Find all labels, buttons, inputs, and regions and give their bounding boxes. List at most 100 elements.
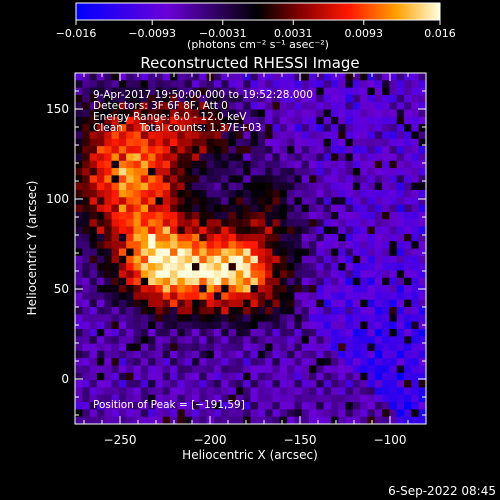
heatmap-cell bbox=[111, 263, 120, 271]
heatmap-cell bbox=[82, 233, 90, 242]
heatmap-cell bbox=[104, 277, 112, 286]
heatmap-cell bbox=[411, 328, 419, 337]
heatmap-cell bbox=[82, 190, 90, 198]
heatmap-cell bbox=[367, 270, 376, 279]
heatmap-cell bbox=[148, 241, 156, 249]
heatmap-cell bbox=[323, 270, 332, 279]
heatmap-cell bbox=[404, 358, 412, 366]
heatmap-cell bbox=[192, 175, 200, 183]
heatmap-cell bbox=[148, 175, 156, 183]
heatmap-cell bbox=[250, 233, 259, 242]
heatmap-cell bbox=[257, 358, 266, 366]
heatmap-cell bbox=[418, 204, 426, 213]
heatmap-cell bbox=[75, 394, 83, 403]
heatmap-cell bbox=[316, 416, 324, 424]
heatmap-cell bbox=[257, 73, 266, 81]
heatmap-cell bbox=[213, 146, 222, 154]
heatmap-cell bbox=[404, 402, 412, 410]
heatmap-cell bbox=[228, 336, 237, 344]
heatmap-cell bbox=[118, 365, 127, 374]
heatmap-cell bbox=[96, 409, 105, 417]
heatmap-cell bbox=[294, 190, 302, 198]
heatmap-cell bbox=[272, 94, 281, 103]
heatmap-cell bbox=[374, 285, 383, 293]
heatmap-cell bbox=[162, 387, 171, 396]
heatmap-cell bbox=[338, 160, 346, 169]
heatmap-cell bbox=[104, 387, 112, 396]
heatmap-cell bbox=[309, 124, 317, 132]
heatmap-cell bbox=[82, 409, 90, 417]
heatmap-cell bbox=[213, 328, 222, 337]
heatmap-cell bbox=[221, 409, 229, 417]
heatmap-cell bbox=[301, 263, 310, 271]
heatmap-cell bbox=[243, 102, 251, 110]
heatmap-cell bbox=[367, 138, 376, 147]
heatmap-cell bbox=[330, 124, 339, 132]
heatmap-cell bbox=[170, 409, 178, 417]
heatmap-cell bbox=[235, 241, 244, 249]
heatmap-cell bbox=[316, 146, 324, 154]
heatmap-cell bbox=[243, 365, 251, 374]
heatmap-cell bbox=[257, 138, 266, 147]
heatmap-cell bbox=[360, 263, 368, 271]
heatmap-cell bbox=[221, 321, 229, 330]
heatmap-cell bbox=[338, 109, 346, 118]
heatmap-cell bbox=[294, 255, 302, 264]
heatmap-cell bbox=[82, 270, 90, 279]
heatmap-cell bbox=[192, 211, 200, 220]
heatmap-cell bbox=[418, 372, 426, 381]
heatmap-cell bbox=[265, 233, 273, 242]
heatmap-cell bbox=[243, 87, 251, 96]
heatmap-cell bbox=[111, 124, 120, 132]
heatmap-cell bbox=[184, 248, 193, 257]
heatmap-cell bbox=[96, 204, 105, 213]
heatmap-cell bbox=[148, 307, 156, 315]
heatmap-cell bbox=[294, 292, 302, 300]
heatmap-cell bbox=[411, 350, 419, 359]
heatmap-cell bbox=[301, 138, 310, 147]
heatmap-cell bbox=[396, 116, 405, 125]
heatmap-cell bbox=[104, 131, 112, 140]
heatmap-cell bbox=[213, 314, 222, 322]
heatmap-cell bbox=[330, 350, 339, 359]
heatmap-cell bbox=[133, 211, 142, 220]
heatmap-cell bbox=[126, 80, 134, 88]
heatmap-cell bbox=[389, 160, 398, 169]
heatmap-cell bbox=[192, 160, 200, 169]
heatmap-cell bbox=[374, 343, 383, 352]
heatmap-cell bbox=[265, 138, 273, 147]
heatmap-cell bbox=[155, 321, 164, 330]
heatmap-cell bbox=[272, 328, 281, 337]
heatmap-cell bbox=[360, 380, 368, 388]
heatmap-cell bbox=[301, 80, 310, 88]
colorbar-ticks: −0.016 −0.0093 −0.0031 0.0031 0.0093 0.016 bbox=[56, 20, 456, 40]
heatmap-cell bbox=[265, 94, 273, 103]
heatmap-cell bbox=[301, 307, 310, 315]
heatmap-cell bbox=[199, 321, 207, 330]
heatmap-cell bbox=[118, 146, 127, 154]
heatmap-cell bbox=[118, 263, 127, 271]
heatmap-cell bbox=[235, 138, 244, 147]
heatmap-cell bbox=[162, 73, 171, 81]
heatmap-cell bbox=[272, 380, 281, 388]
heatmap-cell bbox=[330, 94, 339, 103]
heatmap-cell bbox=[155, 131, 164, 140]
heatmap-cell bbox=[213, 263, 222, 271]
heatmap-cell bbox=[294, 402, 302, 410]
heatmap-cell bbox=[345, 233, 354, 242]
heatmap-cell bbox=[389, 241, 398, 249]
heatmap-cell bbox=[111, 372, 120, 381]
heatmap-cell bbox=[272, 241, 281, 249]
heatmap-cell bbox=[213, 285, 222, 293]
heatmap-cell bbox=[360, 87, 368, 96]
heatmap-cell bbox=[192, 409, 200, 417]
heatmap-cell bbox=[330, 226, 339, 235]
heatmap-cell bbox=[418, 263, 426, 271]
heatmap-cell bbox=[75, 358, 83, 366]
heatmap-cell bbox=[184, 160, 193, 169]
heatmap-cell bbox=[221, 241, 229, 249]
heatmap-cell bbox=[257, 153, 266, 162]
heatmap-cell bbox=[177, 153, 185, 162]
heatmap-cell bbox=[338, 350, 346, 359]
heatmap-cell bbox=[389, 182, 398, 191]
